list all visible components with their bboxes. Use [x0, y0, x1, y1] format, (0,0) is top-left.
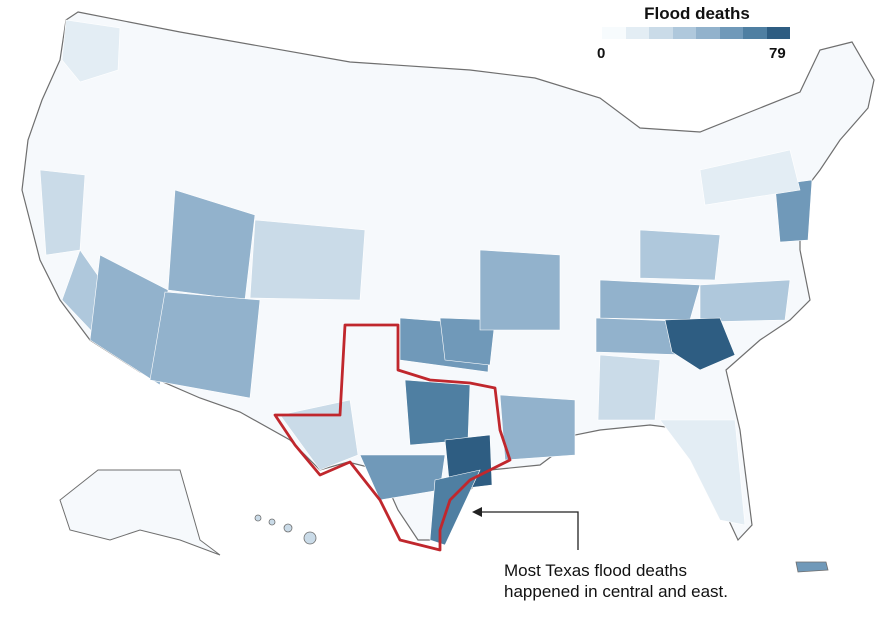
region-new-mexico — [149, 291, 261, 399]
region-kentucky — [599, 279, 701, 321]
legend-swatch-4 — [696, 27, 720, 39]
region-new-jersey — [774, 179, 813, 243]
region-colorado — [249, 219, 366, 301]
legend-swatch-3 — [672, 27, 696, 39]
alaska-outline — [59, 469, 221, 556]
legend-swatch-5 — [719, 27, 743, 39]
region-kansas-missouri — [479, 249, 561, 331]
hawaii-islands — [254, 514, 317, 545]
county-regions — [39, 19, 813, 546]
puerto-rico-outline — [795, 561, 829, 573]
legend-swatch-6 — [743, 27, 767, 39]
legend: Flood deaths 0 79 — [597, 2, 797, 62]
legend-max-label: 79 — [769, 45, 786, 62]
region-louisiana — [499, 394, 576, 461]
region-texas-coast — [429, 469, 481, 546]
legend-title: Flood deaths — [644, 4, 750, 23]
texas-highlight-outline — [273, 323, 512, 552]
texas-annotation: Most Texas flood deaths happened in cent… — [504, 561, 729, 601]
annotation-leader-line — [474, 511, 579, 550]
legend-color-scale — [602, 27, 790, 39]
legend-swatch-2 — [649, 27, 673, 39]
region-california-north — [39, 169, 86, 256]
region-north-carolina-hotspot — [664, 317, 736, 371]
region-georgia — [597, 354, 661, 421]
legend-swatch-0 — [602, 27, 626, 39]
legend-swatch-1 — [625, 27, 649, 39]
region-virginia-east — [699, 279, 791, 323]
legend-min-label: 0 — [597, 45, 606, 62]
legend-swatch-7 — [766, 27, 790, 39]
region-florida — [659, 419, 746, 526]
region-texas-west — [279, 399, 359, 471]
region-west-virginia — [639, 229, 721, 281]
region-arizona — [89, 254, 169, 386]
region-washington — [61, 19, 121, 83]
region-texas-central — [404, 379, 471, 446]
region-new-york — [699, 149, 801, 206]
annotation-arrowhead — [472, 507, 482, 517]
